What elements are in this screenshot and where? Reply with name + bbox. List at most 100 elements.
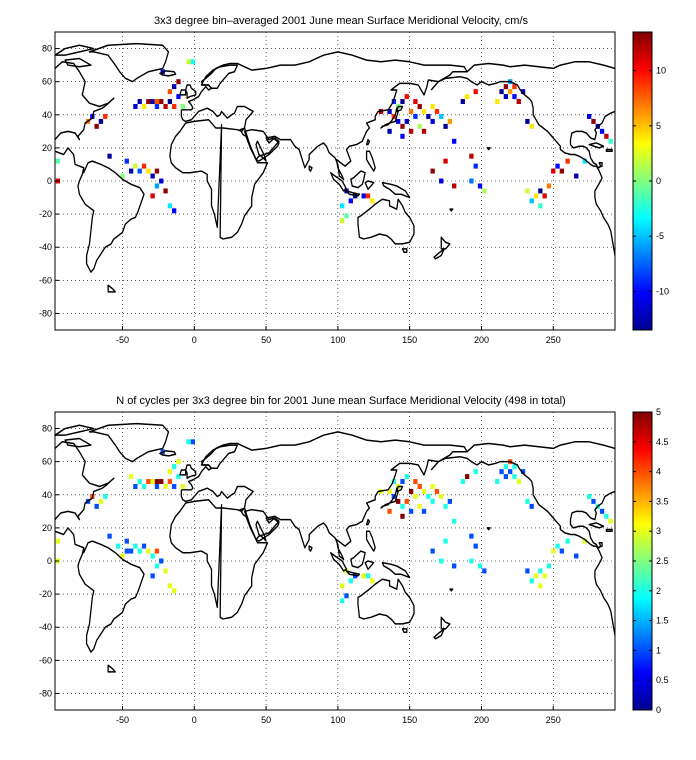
panel-2-bin-cell — [452, 563, 457, 569]
panel-1-bin-cell — [133, 104, 138, 109]
panel-2-bin-cell — [120, 553, 125, 559]
panel-2-bin-cell — [150, 573, 155, 579]
panel-2-bin-cell — [154, 484, 160, 489]
panel-1-colorbar-tick-label: -10 — [656, 286, 669, 296]
panel-1-bin-cell — [512, 94, 517, 100]
panel-1-bin-cell — [159, 99, 164, 105]
panel-2-x-tick-label: 150 — [402, 715, 417, 725]
panel-1-bin-cell — [482, 188, 487, 194]
panel-1-bin-cell — [120, 173, 125, 179]
panel-1-y-tick-label: 20 — [42, 143, 52, 153]
panel-1-colorbar-tick-label: 10 — [656, 66, 666, 76]
panel-2-bin-cell — [503, 474, 509, 480]
panel-1: 3x3 degree bin–averaged 2001 June mean S… — [39, 15, 669, 345]
panel-1-bin-cell — [176, 94, 181, 100]
panel-2-bin-cell — [124, 538, 129, 544]
panel-2-bin-cell — [124, 548, 129, 554]
panel-1-bin-cell — [430, 118, 435, 124]
panel-1-bin-cell — [159, 178, 164, 184]
panel-2-bin-cell — [396, 498, 401, 504]
panel-2: N of cycles per 3x3 degree bin for 2001 … — [39, 395, 669, 725]
panel-1-bin-cell — [469, 178, 474, 184]
panel-2-x-tick-label: 0 — [192, 715, 197, 725]
panel-1-bin-cell — [421, 128, 427, 134]
panel-1-bin-cell — [439, 178, 444, 184]
panel-1-bin-cell — [186, 59, 191, 65]
panel-1-bin-cell — [512, 84, 517, 90]
panel-2-bin-cell — [408, 508, 414, 514]
panel-2-bin-cell — [167, 583, 173, 589]
panel-1-bin-cell — [404, 94, 409, 100]
panel-2-bin-cell — [163, 568, 168, 574]
panel-2-bin-cell — [176, 474, 181, 480]
panel-2-title: N of cycles per 3x3 degree bin for 2001 … — [116, 395, 565, 407]
panel-2-colorbar-tick-label: 2.5 — [656, 556, 669, 566]
panel-1-colorbar-tick-label: -5 — [656, 231, 664, 241]
panel-1-bin-cell — [146, 99, 151, 105]
panel-2-colorbar-tick-label: 0 — [656, 705, 661, 715]
panel-2-bin-cell — [150, 553, 155, 559]
panel-1-bin-cell — [396, 118, 401, 124]
panel-1-y-tick-label: 80 — [42, 44, 52, 54]
panel-2-bin-cell — [167, 469, 173, 475]
panel-2-bin-cell — [469, 558, 474, 564]
panel-2-bin-cell — [128, 548, 134, 554]
panel-1-colorbar-tick-label: 5 — [656, 121, 661, 131]
panel-1-bin-cell — [430, 168, 435, 174]
panel-2-bin-cell — [176, 459, 181, 465]
panel-1-bin-cell — [473, 163, 478, 169]
panel-2-bin-cell — [137, 479, 142, 485]
panel-1-x-tick-label: 0 — [192, 335, 197, 345]
panel-2-bin-cell — [473, 469, 478, 475]
panel-2-colorbar-tick-label: 3.5 — [656, 496, 669, 506]
panel-1-bin-cell — [443, 123, 448, 129]
panel-1-bin-cell — [361, 193, 366, 199]
panel-1-bin-cell — [340, 218, 345, 224]
panel-1-bin-cell — [434, 108, 440, 114]
panel-2-bin-cell — [542, 573, 547, 579]
panel-2-bin-cell — [340, 598, 345, 604]
panel-2-bin-cell — [464, 474, 470, 480]
panel-1-x-tick-label: 200 — [474, 335, 489, 345]
panel-2-bin-cell — [154, 548, 160, 554]
panel-2-bin-cell — [172, 464, 177, 470]
panel-2-bin-cell — [55, 538, 61, 544]
panel-1-bin-cell — [348, 198, 353, 204]
panel-1-bin-cell — [417, 104, 422, 109]
panel-2-bin-cell — [551, 548, 556, 554]
panel-2-bin-cell — [365, 573, 371, 579]
panel-2-bin-cell — [340, 583, 345, 589]
panel-1-bin-cell — [421, 108, 427, 114]
panel-1-bin-cell — [574, 173, 579, 179]
panel-2-bin-cell — [529, 503, 534, 509]
panel-2-y-tick-label: 40 — [42, 490, 52, 500]
panel-2-bin-cell — [426, 493, 431, 499]
panel-2-colorbar-tick-label: 0.5 — [656, 675, 669, 685]
panel-2-bin-cell — [400, 503, 405, 509]
panel-1-bin-cell — [452, 138, 457, 144]
panel-2-bin-cell — [408, 488, 414, 494]
panel-1-bin-cell — [587, 113, 592, 119]
panel-1-bin-cell — [529, 198, 534, 204]
panel-1-bin-cell — [538, 188, 543, 194]
panel-2-y-tick-label: -20 — [39, 589, 52, 599]
panel-2-bin-cell — [495, 479, 500, 485]
panel-2-colorbar-tick-label: 4 — [656, 467, 661, 477]
panel-2-bin-cell — [591, 498, 596, 504]
panel-1-bin-cell — [391, 99, 397, 105]
panel-2-bin-cell — [508, 469, 513, 475]
panel-1-bin-cell — [344, 213, 349, 219]
panel-1-bin-cell — [387, 108, 392, 114]
panel-1-bin-cell — [154, 168, 160, 174]
panel-2-y-tick-label: 20 — [42, 523, 52, 533]
panel-1-bin-cell — [516, 99, 521, 105]
panel-1-bin-cell — [167, 89, 173, 95]
panel-1-bin-cell — [469, 153, 474, 159]
panel-1-x-tick-label: 100 — [330, 335, 345, 345]
panel-2-x-tick-label: 200 — [474, 715, 489, 725]
panel-2-bin-cell — [499, 469, 504, 475]
panel-1-bin-cell — [400, 133, 405, 139]
panel-1-bin-cell — [163, 104, 168, 109]
panel-2-bin-cell — [348, 578, 353, 584]
panel-2-colorbar-tick-label: 1.5 — [656, 616, 669, 626]
